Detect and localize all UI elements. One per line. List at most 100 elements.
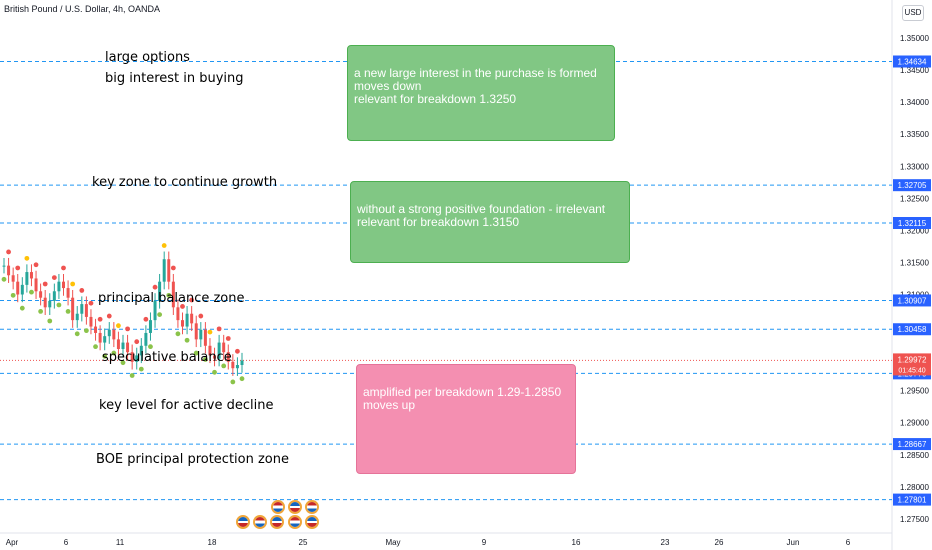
sell-signal-dot xyxy=(6,249,11,255)
x-tick-label: 6 xyxy=(846,538,851,547)
candle-body xyxy=(7,265,11,276)
note-positive-foundation[interactable]: without a strong positive foundation - i… xyxy=(350,181,630,263)
buy-signal-dot xyxy=(74,331,80,337)
sell-signal-dot xyxy=(106,313,112,319)
y-tick-label: 1.32000 xyxy=(900,226,929,235)
sell-signal-dot xyxy=(61,265,66,271)
candle-body xyxy=(52,291,56,301)
level-tag xyxy=(893,217,931,230)
note-purchase-interest[interactable]: a new large interest in the purchase is … xyxy=(347,45,615,141)
y-tick-label: 1.32500 xyxy=(900,194,929,203)
y-tick-label: 1.33000 xyxy=(900,162,929,171)
label-big-interest: big interest in buying xyxy=(105,71,244,86)
candle-body xyxy=(199,329,203,340)
candle-body xyxy=(126,342,130,353)
buy-signal-dot xyxy=(83,328,89,334)
currency-button[interactable]: USD xyxy=(902,5,924,21)
note-breakdown[interactable]: amplified per breakdown 1.29-1.2850 move… xyxy=(356,364,576,474)
event-flag-icon[interactable] xyxy=(236,515,250,529)
candle-body xyxy=(181,320,184,327)
candle-body xyxy=(135,355,139,362)
candle-body xyxy=(11,275,15,282)
buy-signal-dot xyxy=(10,292,16,298)
candle-body xyxy=(235,365,239,369)
level-value: 1.30458 xyxy=(898,325,927,334)
level-tag xyxy=(893,55,931,68)
candle-body xyxy=(98,332,102,343)
note-line: without a strong positive foundation - i… xyxy=(357,202,606,216)
candle-body xyxy=(240,360,244,366)
candle-body xyxy=(57,281,61,292)
current-price-value: 1.29972 xyxy=(898,355,927,364)
candle-body xyxy=(71,297,75,321)
candle-body xyxy=(16,281,20,295)
label-principal-balance: principal balance zone xyxy=(98,291,245,306)
buy-signal-dot xyxy=(19,305,25,311)
candle-body xyxy=(20,284,24,295)
level-value: 1.28667 xyxy=(898,440,927,449)
level-value: 1.34634 xyxy=(898,57,927,66)
event-flag-icon[interactable] xyxy=(253,515,267,529)
level-value: 1.30907 xyxy=(898,296,927,305)
x-tick-label: 11 xyxy=(116,538,125,547)
candle-body xyxy=(116,339,120,349)
candle-body xyxy=(48,300,52,308)
candle-body xyxy=(84,304,88,317)
candle-body xyxy=(176,307,180,321)
candle-body xyxy=(222,342,226,353)
candle-body xyxy=(66,288,70,298)
candle-body xyxy=(162,259,166,282)
buy-signal-dot xyxy=(239,376,245,382)
y-tick-label: 1.28500 xyxy=(900,451,929,460)
event-flag-icon[interactable] xyxy=(270,515,284,529)
event-flag-icon[interactable] xyxy=(271,500,285,514)
buy-signal-dot xyxy=(111,350,117,356)
candle-body xyxy=(34,278,38,292)
note-line: moves up xyxy=(363,398,416,412)
label-boe-protection: BOE principal protection zone xyxy=(96,452,289,467)
x-tick-label: 23 xyxy=(661,538,670,547)
sell-signal-dot xyxy=(51,275,57,280)
candle-body xyxy=(153,300,157,321)
event-flag-icon[interactable] xyxy=(305,500,319,514)
event-flag-icon[interactable] xyxy=(305,515,319,529)
candle-body xyxy=(121,342,125,349)
candle-body xyxy=(2,265,6,267)
candle-body xyxy=(185,313,189,327)
sell-signal-dot xyxy=(70,281,76,287)
sell-signal-dot xyxy=(198,313,204,319)
x-tick-label: 9 xyxy=(482,538,487,547)
y-tick-label: 1.35000 xyxy=(900,34,929,43)
buy-signal-dot xyxy=(102,353,108,359)
candle-body xyxy=(213,355,217,359)
buy-signal-dot xyxy=(175,331,181,337)
level-value: 1.27801 xyxy=(898,496,927,505)
buy-signal-dot xyxy=(29,289,34,295)
y-tick-label: 1.28000 xyxy=(900,483,929,492)
y-tick-label: 1.29000 xyxy=(900,419,929,428)
candle-body xyxy=(144,332,148,346)
sell-signal-dot xyxy=(42,281,48,287)
candle-body xyxy=(171,281,175,308)
level-value: 1.32705 xyxy=(898,181,927,190)
event-flag-icon[interactable] xyxy=(288,500,302,514)
sell-signal-dot xyxy=(33,262,39,268)
buy-signal-dot xyxy=(56,302,62,308)
x-tick-label: 26 xyxy=(715,538,724,547)
buy-signal-dot xyxy=(166,292,172,298)
sell-signal-dot xyxy=(180,304,185,309)
level-tag xyxy=(893,493,931,506)
label-large-options: large options xyxy=(105,50,190,65)
event-flag-icon[interactable] xyxy=(288,515,302,529)
candle-body xyxy=(167,259,171,282)
candle-body xyxy=(107,329,111,337)
buy-signal-dot xyxy=(120,360,126,366)
buy-signal-dot xyxy=(221,363,227,369)
candle-body xyxy=(158,281,162,301)
label-speculative-balance: speculative balance xyxy=(102,350,232,365)
y-tick-label: 1.34000 xyxy=(900,98,929,107)
x-tick-label: May xyxy=(385,538,400,547)
candle-body xyxy=(217,342,221,359)
